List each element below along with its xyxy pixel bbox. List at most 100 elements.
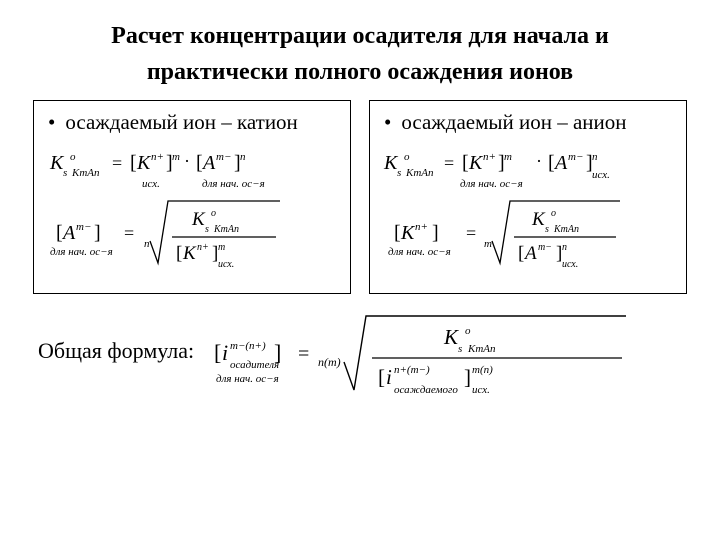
l1-K-pow: m	[172, 151, 180, 163]
f-den-pow-sub: исх.	[472, 384, 490, 396]
r2-den-sup: m−	[538, 242, 552, 253]
r1-A-pow: n	[592, 151, 598, 163]
title-line2: практически полного осаждения ионов	[147, 59, 573, 85]
svg-text:]: ]	[464, 365, 471, 389]
bullet-icon: •	[384, 109, 391, 135]
l1-K: K	[136, 152, 152, 174]
r2-num-sub: KmAn	[553, 224, 579, 235]
l2-den-sub: исх.	[218, 259, 234, 270]
title-line1: Расчет концентрации осадителя для начала…	[111, 23, 609, 49]
right-bullet-text: осаждаемый ион – анион	[401, 109, 626, 135]
r1-A-sup: m−	[568, 151, 583, 163]
right-eq1: K s o KmAn = [ K n+ ] m для нач. ос−я · …	[380, 141, 676, 191]
l1-dot: ·	[184, 151, 190, 171]
slide: Расчет концентрации осадителя для начала…	[0, 0, 720, 540]
footer-label: Общая формула:	[30, 308, 194, 364]
svg-text:[: [	[130, 152, 137, 174]
svg-text:[: [	[214, 340, 221, 365]
footer-row: Общая формула: [ i m−(n+) осадителя ] дл…	[30, 308, 690, 413]
r2-den-A: A	[523, 243, 537, 264]
l1-A: A	[201, 152, 216, 174]
r2-den-pow: n	[562, 242, 567, 253]
r1-A-sub: исх.	[592, 169, 610, 181]
r2-eq: =	[466, 223, 476, 243]
r1-K-sup: n+	[483, 151, 496, 163]
l2-den-sup: n+	[197, 242, 209, 253]
l2-num-K: K	[191, 209, 206, 230]
right-eq2: [ K n+ ] для нач. ос−я = m K s o KmAn	[380, 191, 676, 283]
svg-text:[: [	[378, 365, 385, 389]
svg-text:[: [	[462, 152, 469, 174]
svg-text:]: ]	[94, 222, 101, 244]
slide-title: Расчет концентрации осадителя для начала…	[30, 18, 690, 90]
l1-K-sub: исх.	[142, 178, 160, 190]
l2-num-o: o	[211, 208, 216, 219]
left-panel: • осаждаемый ион – катион K s o KmAn = […	[33, 100, 351, 294]
r2-K-sub: для нач. ос−я	[388, 246, 451, 258]
f-den-sup: n+(m−)	[394, 364, 430, 376]
left-bullet-text: осаждаемый ион – катион	[65, 109, 297, 135]
f-den-pow: m(n)	[472, 364, 493, 376]
l1-A-sub: для нач. ос−я	[202, 178, 265, 190]
svg-text:]: ]	[274, 340, 281, 365]
l1-eq: =	[112, 153, 122, 173]
r2-num-K: K	[531, 209, 546, 230]
l2-eq: =	[124, 223, 134, 243]
l2-num-s: s	[205, 224, 209, 235]
r2-root-idx: m	[484, 238, 492, 250]
svg-text:[: [	[548, 152, 555, 174]
l2-num-sub: KmAn	[213, 224, 239, 235]
r1-A: A	[553, 152, 568, 174]
f-num-sub: KmAn	[467, 343, 496, 355]
r1-ks-sub: KmAn	[405, 167, 434, 179]
l1-K-sup: n+	[151, 151, 164, 163]
f-den-i: i	[386, 365, 392, 389]
f-i-sub2: для нач. ос−я	[216, 373, 279, 385]
bullet-icon: •	[48, 109, 55, 135]
left-bullet-row: • осаждаемый ион – катион	[44, 109, 298, 135]
l2-den-pow: m	[218, 242, 225, 253]
r1-K-pow: m	[504, 151, 512, 163]
f-den-sub: осаждаемого	[394, 384, 458, 396]
f-i-sup: m−(n+)	[230, 340, 266, 352]
f-num-o: o	[465, 325, 471, 337]
l2-root-idx: n	[144, 238, 150, 250]
svg-text:[: [	[56, 222, 63, 244]
l2-A-sup: m−	[76, 221, 91, 233]
r1-K-sub: для нач. ос−я	[460, 178, 523, 190]
r2-K-sup: n+	[415, 221, 428, 233]
left-eq1: K s o KmAn = [ K n+ ] m исх. · [ A m−	[44, 141, 340, 191]
l2-A: A	[61, 222, 76, 244]
f-i: i	[222, 340, 228, 365]
l1-A-sup: m−	[216, 151, 231, 163]
r2-den-sub: исх.	[562, 259, 578, 270]
l1-A-pow: n	[240, 151, 246, 163]
columns: • осаждаемый ион – катион K s o KmAn = […	[30, 100, 690, 294]
right-panel: • осаждаемый ион – анион K s o KmAn = [ …	[369, 100, 687, 294]
svg-text:[: [	[196, 152, 203, 174]
r1-dot: ·	[536, 151, 542, 171]
l1-ks-sub: KmAn	[71, 167, 100, 179]
f-num-K: K	[443, 325, 459, 349]
f-num-s: s	[458, 343, 462, 355]
r2-K: K	[400, 222, 416, 244]
left-eq2: [ A m− ] для нач. ос−я = n K s o KmAn	[44, 191, 340, 283]
r1-ks-s: s	[397, 167, 401, 179]
f-i-sub1: осадителя	[230, 359, 279, 371]
l1-ks-s: s	[63, 167, 67, 179]
r1-ks-o: o	[404, 151, 410, 163]
right-bullet-row: • осаждаемый ион – анион	[380, 109, 627, 135]
l1-ks-o: o	[70, 151, 76, 163]
f-eq: =	[298, 343, 309, 365]
l2-den-K: K	[182, 243, 197, 264]
r1-eq: =	[444, 153, 454, 173]
f-root-idx: n(m)	[318, 355, 341, 369]
svg-text:[: [	[518, 243, 524, 264]
svg-text:[: [	[176, 243, 182, 264]
r1-K: K	[468, 152, 484, 174]
r2-num-o: o	[551, 208, 556, 219]
svg-text:]: ]	[432, 222, 439, 244]
l2-A-sub: для нач. ос−я	[50, 246, 113, 258]
r2-num-s: s	[545, 224, 549, 235]
svg-text:[: [	[394, 222, 401, 244]
